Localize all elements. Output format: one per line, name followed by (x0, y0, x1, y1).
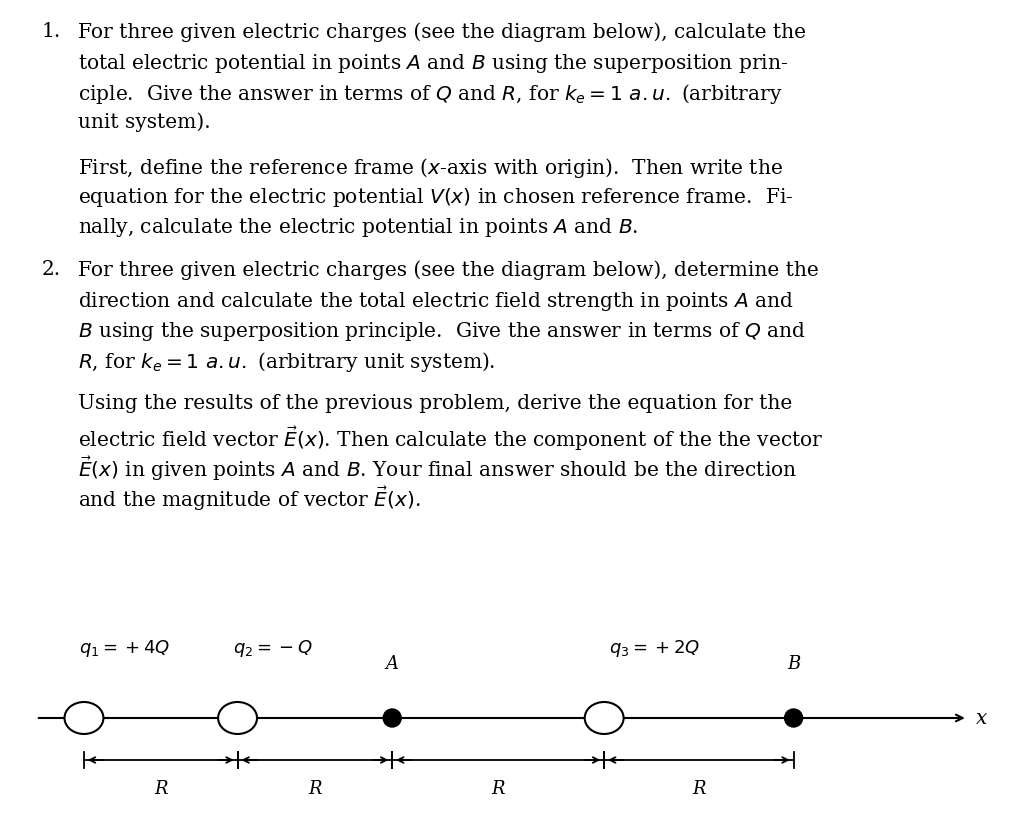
Text: unit system).: unit system). (78, 112, 211, 132)
Text: and the magnitude of vector $\vec{E}(x)$.: and the magnitude of vector $\vec{E}(x)$… (78, 484, 421, 513)
Text: $R$, for $k_e = 1$ $a.u.$ (arbitrary unit system).: $R$, for $k_e = 1$ $a.u.$ (arbitrary uni… (78, 350, 496, 374)
Ellipse shape (218, 702, 257, 734)
Text: R: R (692, 780, 706, 798)
Text: Using the results of the previous problem, derive the equation for the: Using the results of the previous proble… (78, 394, 793, 413)
Text: For three given electric charges (see the diagram below), calculate the: For three given electric charges (see th… (78, 22, 806, 42)
Circle shape (383, 709, 401, 727)
Text: $B$ using the superposition principle.  Give the answer in terms of $Q$ and: $B$ using the superposition principle. G… (78, 320, 806, 343)
Text: $q_1 = +4Q$: $q_1 = +4Q$ (79, 638, 170, 659)
Ellipse shape (65, 702, 103, 734)
Text: ciple.  Give the answer in terms of $Q$ and $R$, for $k_e = 1$ $a.u.$ (arbitrary: ciple. Give the answer in terms of $Q$ a… (78, 82, 782, 106)
Text: $q_2 = -Q$: $q_2 = -Q$ (232, 638, 312, 659)
Text: First, define the reference frame ($x$-axis with origin).  Then write the: First, define the reference frame ($x$-a… (78, 156, 783, 180)
Text: R: R (492, 780, 505, 798)
Text: B: B (787, 655, 800, 673)
Text: nally, calculate the electric potential in points $A$ and $B$.: nally, calculate the electric potential … (78, 216, 639, 239)
Text: R: R (308, 780, 322, 798)
Text: $q_3 = +2Q$: $q_3 = +2Q$ (609, 638, 700, 659)
Text: R: R (154, 780, 168, 798)
Text: direction and calculate the total electric field strength in points $A$ and: direction and calculate the total electr… (78, 290, 794, 313)
Text: For three given electric charges (see the diagram below), determine the: For three given electric charges (see th… (78, 260, 819, 280)
Ellipse shape (585, 702, 624, 734)
Text: electric field vector $\vec{E}(x)$. Then calculate the component of the the vect: electric field vector $\vec{E}(x)$. Then… (78, 424, 823, 452)
Text: A: A (386, 655, 398, 673)
Text: $\vec{E}(x)$ in given points $A$ and $B$. Your final answer should be the direct: $\vec{E}(x)$ in given points $A$ and $B$… (78, 454, 797, 482)
Text: equation for the electric potential $V(x)$ in chosen reference frame.  Fi-: equation for the electric potential $V(x… (78, 186, 794, 209)
Text: x: x (976, 708, 987, 728)
Text: 1.: 1. (42, 22, 61, 41)
Circle shape (784, 709, 803, 727)
Text: total electric potential in points $A$ and $B$ using the superposition prin-: total electric potential in points $A$ a… (78, 52, 787, 75)
Text: 2.: 2. (42, 260, 61, 279)
